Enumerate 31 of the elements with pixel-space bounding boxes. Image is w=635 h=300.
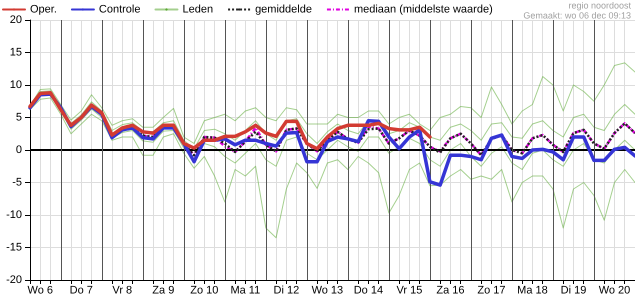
y-tick-label: 5 (16, 112, 22, 124)
y-tick-label: 0 (16, 144, 22, 156)
y-tick-label: -10 (6, 209, 22, 221)
y-tick-label: -5 (12, 176, 22, 188)
annotation: Gemaakt: wo 06 dec 09:13 (523, 10, 631, 20)
y-tick-label: -15 (6, 242, 22, 254)
x-tick-label: Za 9 (152, 284, 174, 296)
y-tick-label: 20 (10, 14, 22, 26)
legend-label: Oper. (30, 4, 57, 16)
x-tick-label: Vr 15 (396, 284, 422, 296)
legend-label: mediaan (middelste waarde) (354, 4, 493, 16)
x-tick-label: Wo 13 (312, 284, 344, 296)
y-tick-label: 10 (10, 79, 22, 91)
x-tick-label: Zo 10 (190, 284, 218, 296)
legend-label: gemiddelde (255, 4, 312, 16)
x-tick-label: Ma 11 (230, 284, 260, 296)
text: regio noordoost (568, 0, 632, 10)
x-tick-label: Di 19 (560, 284, 586, 296)
x-tick-label: Ma 18 (517, 284, 548, 296)
x-tick-label: Wo 6 (28, 284, 53, 296)
x-tick-label: Wo 20 (598, 284, 630, 296)
legend-label: Leden (182, 4, 214, 16)
x-tick-label: Za 16 (436, 284, 464, 296)
x-tick-label: Do 7 (70, 284, 93, 296)
x-tick-label: Zo 17 (477, 284, 506, 296)
y-tick-label: 15 (10, 46, 22, 58)
x-tick-label: Do 14 (354, 284, 384, 296)
legend-label: Controle (98, 4, 140, 16)
x-tick-label: Vr 8 (112, 284, 132, 296)
y-tick-label: -20 (6, 274, 22, 286)
x-tick-label: Di 12 (274, 284, 300, 296)
